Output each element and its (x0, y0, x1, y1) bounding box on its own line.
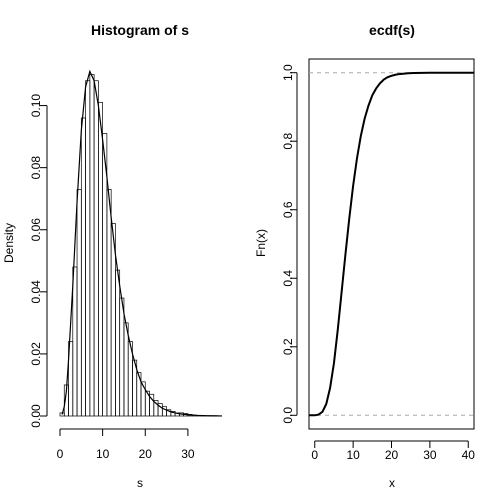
histogram-y-tick-label-5: 0.10 (29, 94, 43, 118)
histogram-y-tick-label-3: 0.06 (29, 218, 43, 242)
ecdf-y-tick-label-3: 0.6 (281, 201, 295, 218)
ecdf-x-tick-label-2: 20 (385, 448, 399, 462)
ecdf-title: ecdf(s) (369, 22, 415, 38)
histogram-y-tick-label-4: 0.08 (29, 156, 43, 180)
histogram-x-tick-label-1: 10 (96, 447, 110, 461)
histogram-x-tick-label-2: 20 (139, 447, 153, 461)
histogram-y-label: Density (2, 223, 16, 263)
histogram-y-tick-label-0: 0.00 (29, 404, 43, 428)
ecdf-plot-box (308, 58, 475, 430)
ecdf-x-tick-label-0: 0 (311, 448, 318, 462)
ecdf-y-tick-label-5: 1.0 (281, 64, 295, 81)
density-curve (61, 69, 223, 417)
ecdf-y-label: Fn(x) (254, 229, 268, 257)
histogram-y-tick-label-1: 0.02 (29, 342, 43, 366)
histogram-x-label: s (137, 476, 143, 490)
ecdf-x-tick-label-1: 10 (346, 448, 360, 462)
histogram-panel: Histogram of s s Density 0 10 20 30 0.00 0.02… (2, 22, 223, 490)
ecdf-x-tick-label-3: 30 (423, 448, 437, 462)
ecdf-x-label: x (389, 476, 395, 490)
ecdf-y-tick-label-4: 0.8 (281, 133, 295, 150)
ecdf-y-tick-label-1: 0.2 (281, 338, 295, 355)
histogram-x-tick-label-3: 30 (181, 447, 195, 461)
ecdf-y-tick-label-0: 0.0 (281, 407, 295, 424)
ecdf-line (309, 71, 474, 417)
ecdf-y-tick-label-2: 0.4 (281, 270, 295, 287)
histogram-x-tick-label-0: 0 (57, 447, 64, 461)
ecdf-panel: ecdf(s) x Fn(x) 0 10 20 30 40 0.0 0.2 0.4 0.6 0.8… (254, 22, 475, 490)
ecdf-x-tick-label-4: 40 (462, 448, 476, 462)
histogram-y-tick-label-2: 0.04 (29, 280, 43, 304)
histogram-title: Histogram of s (91, 22, 189, 38)
